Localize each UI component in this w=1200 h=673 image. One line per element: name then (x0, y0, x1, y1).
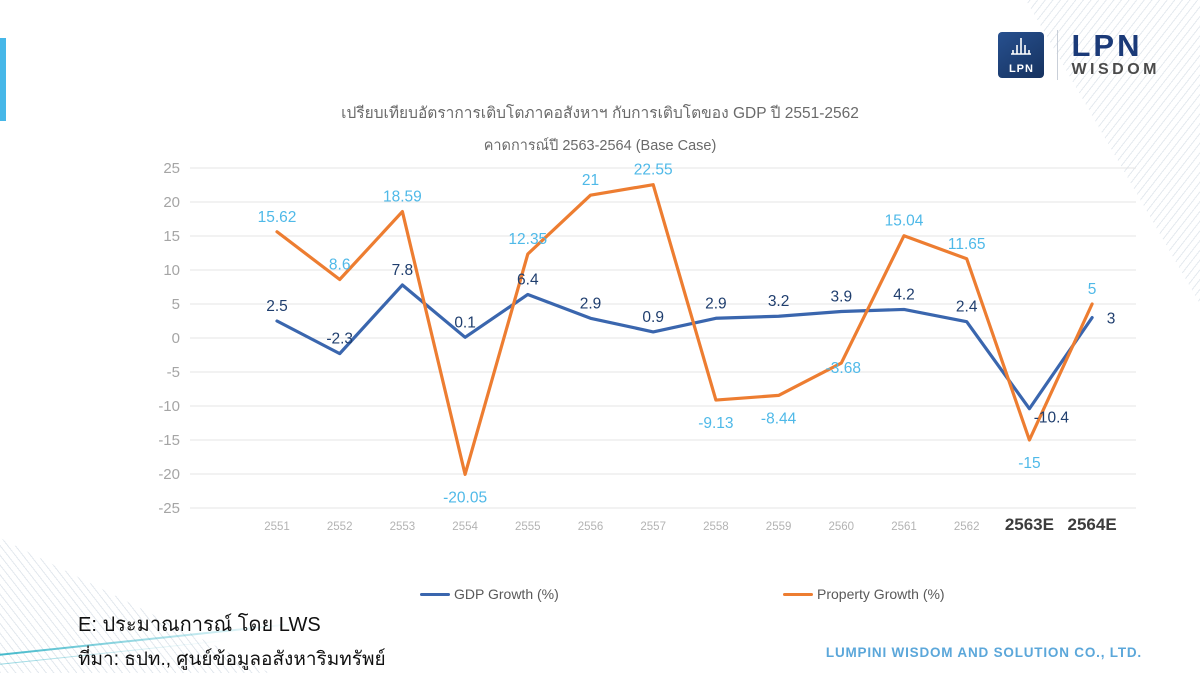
data-label: 0.1 (454, 314, 476, 331)
data-label: 2.9 (705, 295, 727, 312)
svg-text:2563E: 2563E (1005, 515, 1054, 534)
data-label: -8.44 (761, 410, 797, 427)
svg-text:2559: 2559 (766, 521, 792, 533)
svg-text:2553: 2553 (390, 521, 416, 533)
svg-text:-20: -20 (158, 466, 180, 483)
svg-text:2554: 2554 (452, 521, 478, 533)
logo-icon-label: LPN (1008, 63, 1034, 75)
chart-subtitle: คาดการณ์ปี 2563-2564 (Base Case) (483, 138, 717, 154)
data-label: -10.4 (1034, 410, 1070, 427)
svg-text:-10: -10 (158, 398, 180, 415)
logo-divider (1057, 30, 1059, 80)
left-accent-bar (0, 38, 6, 121)
growth-comparison-chart: 25 20 15 10 5 0 -5 -10 -15 -20 -25 2551 2552 2553 2554… (158, 160, 1136, 534)
svg-text:5: 5 (172, 296, 180, 313)
svg-text:2558: 2558 (703, 521, 729, 533)
data-label: 4.2 (893, 286, 915, 303)
estimate-note: E: ประมาณการณ์ โดย LWS (78, 614, 321, 636)
svg-text:2556: 2556 (578, 521, 604, 533)
lpn-building-icon: LPN (998, 32, 1045, 78)
data-label: 8.6 (329, 257, 351, 274)
svg-text:2555: 2555 (515, 521, 541, 533)
legend-label-property: Property Growth (%) (817, 586, 945, 602)
data-label: 18.59 (383, 189, 422, 206)
data-label: 6.4 (517, 271, 539, 288)
chart-title: เปรียบเทียบอัตราการเติบโตภาคอสังหาฯ กับก… (341, 105, 859, 122)
data-label: 2.4 (956, 299, 978, 316)
data-label: -20.05 (443, 489, 487, 506)
data-label: 21 (582, 172, 599, 189)
svg-text:2562: 2562 (954, 521, 980, 533)
svg-text:2551: 2551 (264, 521, 290, 533)
data-label: 15.62 (258, 209, 297, 226)
data-label: 7.8 (392, 262, 414, 279)
legend-label-gdp: GDP Growth (%) (454, 586, 559, 602)
data-label: -2.3 (326, 331, 353, 348)
svg-text:25: 25 (163, 160, 180, 177)
data-label: 3 (1107, 311, 1116, 328)
data-label: -9.13 (698, 415, 733, 432)
data-label: 3.2 (768, 293, 790, 310)
svg-text:0: 0 (172, 330, 180, 347)
logo-brand-text: LPN (1071, 28, 1143, 64)
svg-text:-5: -5 (167, 364, 180, 381)
data-label: 22.55 (634, 162, 673, 179)
data-label: -15 (1018, 455, 1040, 472)
svg-text:20: 20 (163, 194, 180, 211)
data-label: 15.04 (885, 213, 924, 230)
logo-wordmark: LPN WISDOM (1071, 28, 1160, 79)
data-label: -3.68 (826, 360, 861, 377)
data-label: 2.5 (266, 298, 288, 315)
data-label: 5 (1088, 281, 1097, 298)
data-label: 3.9 (831, 288, 853, 305)
data-label: 2.9 (580, 295, 602, 312)
data-source-note: ที่มา: ธปท., ศูนย์ข้อมูลอสังหาริมทรัพย์ (78, 649, 386, 670)
svg-text:-25: -25 (158, 500, 180, 517)
svg-text:10: 10 (163, 262, 180, 279)
company-name: LUMPINI WISDOM AND SOLUTION CO., LTD. (825, 645, 1142, 660)
legend-item-property: Property Growth (%) (783, 586, 945, 602)
svg-text:2552: 2552 (327, 521, 353, 533)
logo-subbrand-text: WISDOM (1071, 60, 1160, 78)
lpn-wisdom-logo: LPN LPN WISDOM (998, 30, 1160, 80)
gdp-line-swatch (420, 592, 450, 596)
data-label: 0.9 (642, 309, 664, 326)
building-glyph (1011, 38, 1032, 55)
svg-text:2561: 2561 (891, 521, 917, 533)
source-notes: E: ประมาณการณ์ โดย LWS ที่มา: ธปท., ศูนย… (78, 608, 386, 673)
svg-text:-15: -15 (158, 432, 180, 449)
svg-text:15: 15 (163, 228, 180, 245)
property-line-swatch (783, 592, 813, 596)
data-label: 11.65 (948, 236, 986, 253)
chart-title-block: เปรียบเทียบอัตราการเติบโตภาคอสังหาฯ กับก… (0, 100, 1200, 157)
data-label: 12.35 (508, 231, 547, 248)
svg-text:2557: 2557 (640, 521, 666, 533)
svg-text:2564E: 2564E (1068, 515, 1117, 534)
svg-text:2560: 2560 (829, 521, 855, 533)
legend-item-gdp: GDP Growth (%) (420, 586, 559, 602)
